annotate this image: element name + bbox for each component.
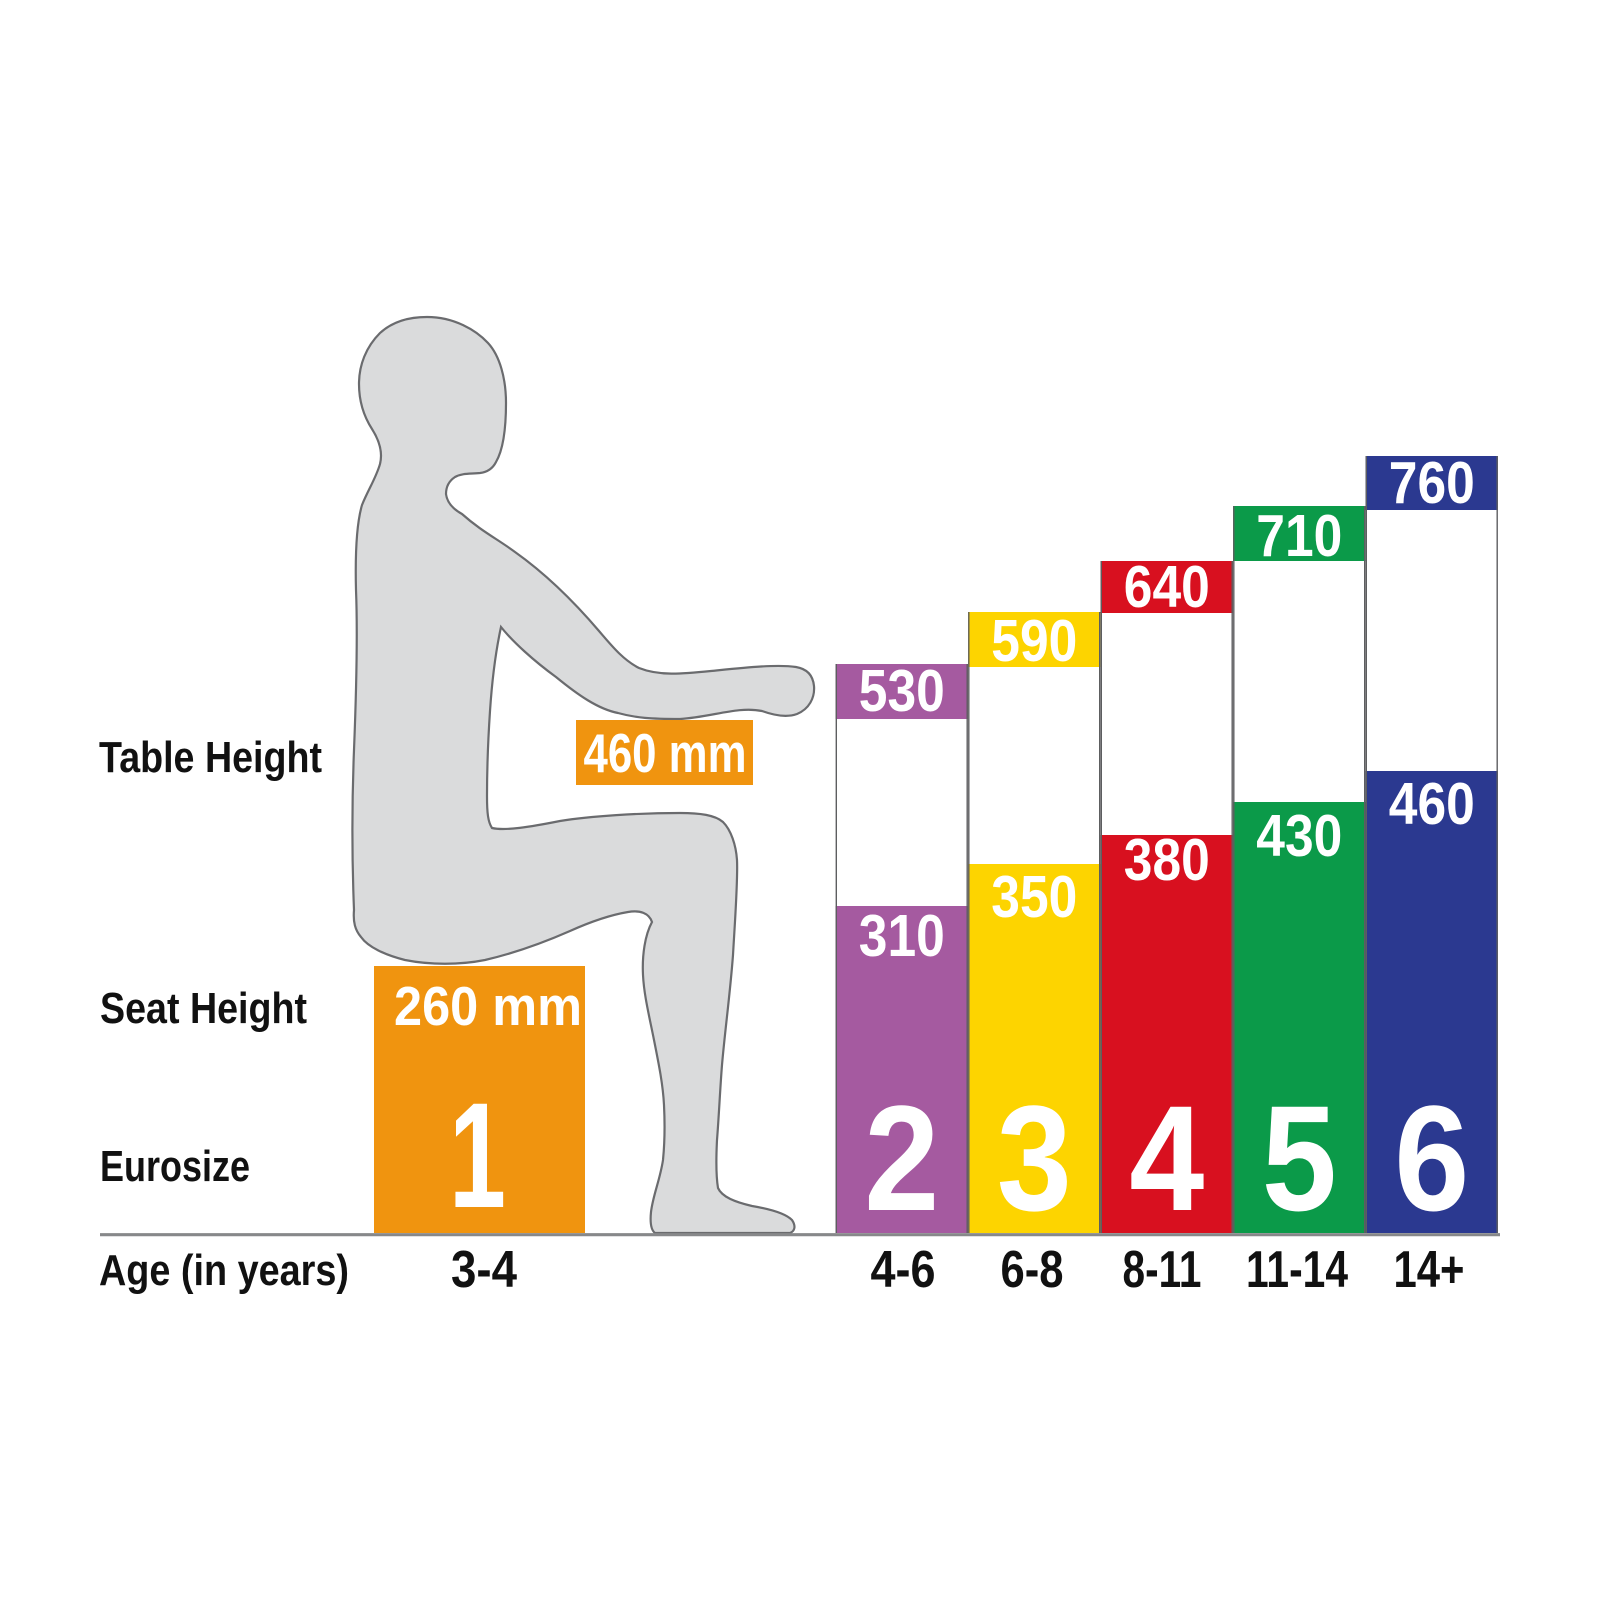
svg-text:590: 590 bbox=[991, 608, 1077, 674]
svg-text:460 mm: 460 mm bbox=[584, 722, 747, 784]
svg-text:3: 3 bbox=[997, 1074, 1072, 1242]
svg-text:14+: 14+ bbox=[1394, 1241, 1465, 1299]
svg-text:4: 4 bbox=[1129, 1074, 1204, 1242]
svg-text:6-8: 6-8 bbox=[1001, 1241, 1064, 1299]
svg-text:310: 310 bbox=[859, 903, 945, 969]
svg-text:350: 350 bbox=[991, 864, 1077, 930]
svg-text:530: 530 bbox=[859, 658, 945, 724]
svg-text:4-6: 4-6 bbox=[871, 1241, 936, 1299]
svg-text:1: 1 bbox=[449, 1071, 506, 1239]
svg-text:5: 5 bbox=[1262, 1074, 1337, 1242]
svg-text:11-14: 11-14 bbox=[1246, 1241, 1348, 1299]
svg-text:430: 430 bbox=[1256, 803, 1342, 869]
svg-text:Seat Height: Seat Height bbox=[100, 984, 307, 1033]
svg-text:760: 760 bbox=[1389, 450, 1475, 516]
svg-text:6: 6 bbox=[1394, 1074, 1469, 1242]
svg-text:460: 460 bbox=[1389, 771, 1475, 837]
svg-text:260 mm: 260 mm bbox=[394, 975, 582, 1037]
svg-text:710: 710 bbox=[1256, 503, 1342, 569]
svg-text:Eurosize: Eurosize bbox=[100, 1142, 250, 1191]
svg-text:8-11: 8-11 bbox=[1123, 1241, 1202, 1299]
svg-text:3-4: 3-4 bbox=[451, 1241, 517, 1299]
svg-text:640: 640 bbox=[1124, 554, 1210, 620]
svg-text:Table Height: Table Height bbox=[99, 733, 322, 782]
svg-text:380: 380 bbox=[1124, 827, 1210, 893]
svg-text:Age (in years): Age (in years) bbox=[99, 1246, 349, 1295]
svg-text:2: 2 bbox=[864, 1074, 939, 1242]
